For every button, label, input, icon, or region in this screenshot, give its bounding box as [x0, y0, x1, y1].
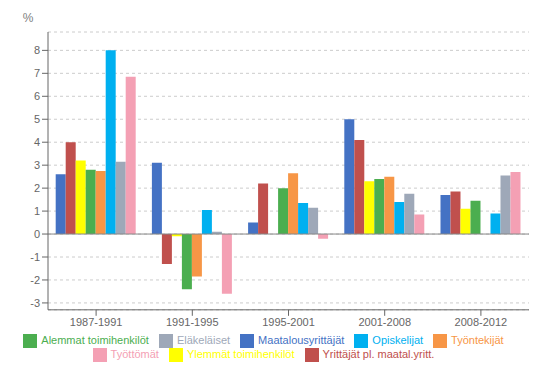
- svg-text:0: 0: [34, 228, 40, 240]
- svg-text:2: 2: [34, 182, 40, 194]
- svg-text:%: %: [23, 11, 34, 25]
- svg-text:2001-2008: 2001-2008: [358, 316, 411, 328]
- svg-text:1: 1: [34, 205, 40, 217]
- svg-text:2008-2012: 2008-2012: [455, 316, 508, 328]
- svg-text:-3: -3: [30, 297, 40, 309]
- svg-text:6: 6: [34, 90, 40, 102]
- svg-text:8: 8: [34, 44, 40, 56]
- html-text:Työttömät: Työttömät: [110, 347, 159, 360]
- html-text:Ylemmät toimihenkilöt: Ylemmät toimihenkilöt: [186, 347, 295, 360]
- svg-text:1995-2001: 1995-2001: [262, 316, 315, 328]
- html-text:Yrittäjät pl. maatal.yritt.: Yrittäjät pl. maatal.yritt.: [322, 347, 435, 360]
- html-text:Työntekijät: Työntekijät: [451, 333, 504, 346]
- html-text:Maatalousyrittäjät: Maatalousyrittäjät: [258, 333, 345, 346]
- html-text:Alemmat toimihenkilöt: Alemmat toimihenkilöt: [41, 333, 149, 346]
- html-text:Eläkeläiset: Eläkeläiset: [176, 333, 231, 346]
- svg-text:1987-1991: 1987-1991: [70, 316, 123, 328]
- html-text:Opiskelijat: Opiskelijat: [372, 333, 424, 346]
- svg-text:4: 4: [34, 136, 40, 148]
- svg-text:5: 5: [34, 113, 40, 125]
- svg-text:1991-1995: 1991-1995: [166, 316, 219, 328]
- svg-text:7: 7: [34, 67, 40, 79]
- svg-text:-1: -1: [30, 251, 40, 263]
- svg-text:3: 3: [34, 159, 40, 171]
- svg-text:-2: -2: [30, 274, 40, 286]
